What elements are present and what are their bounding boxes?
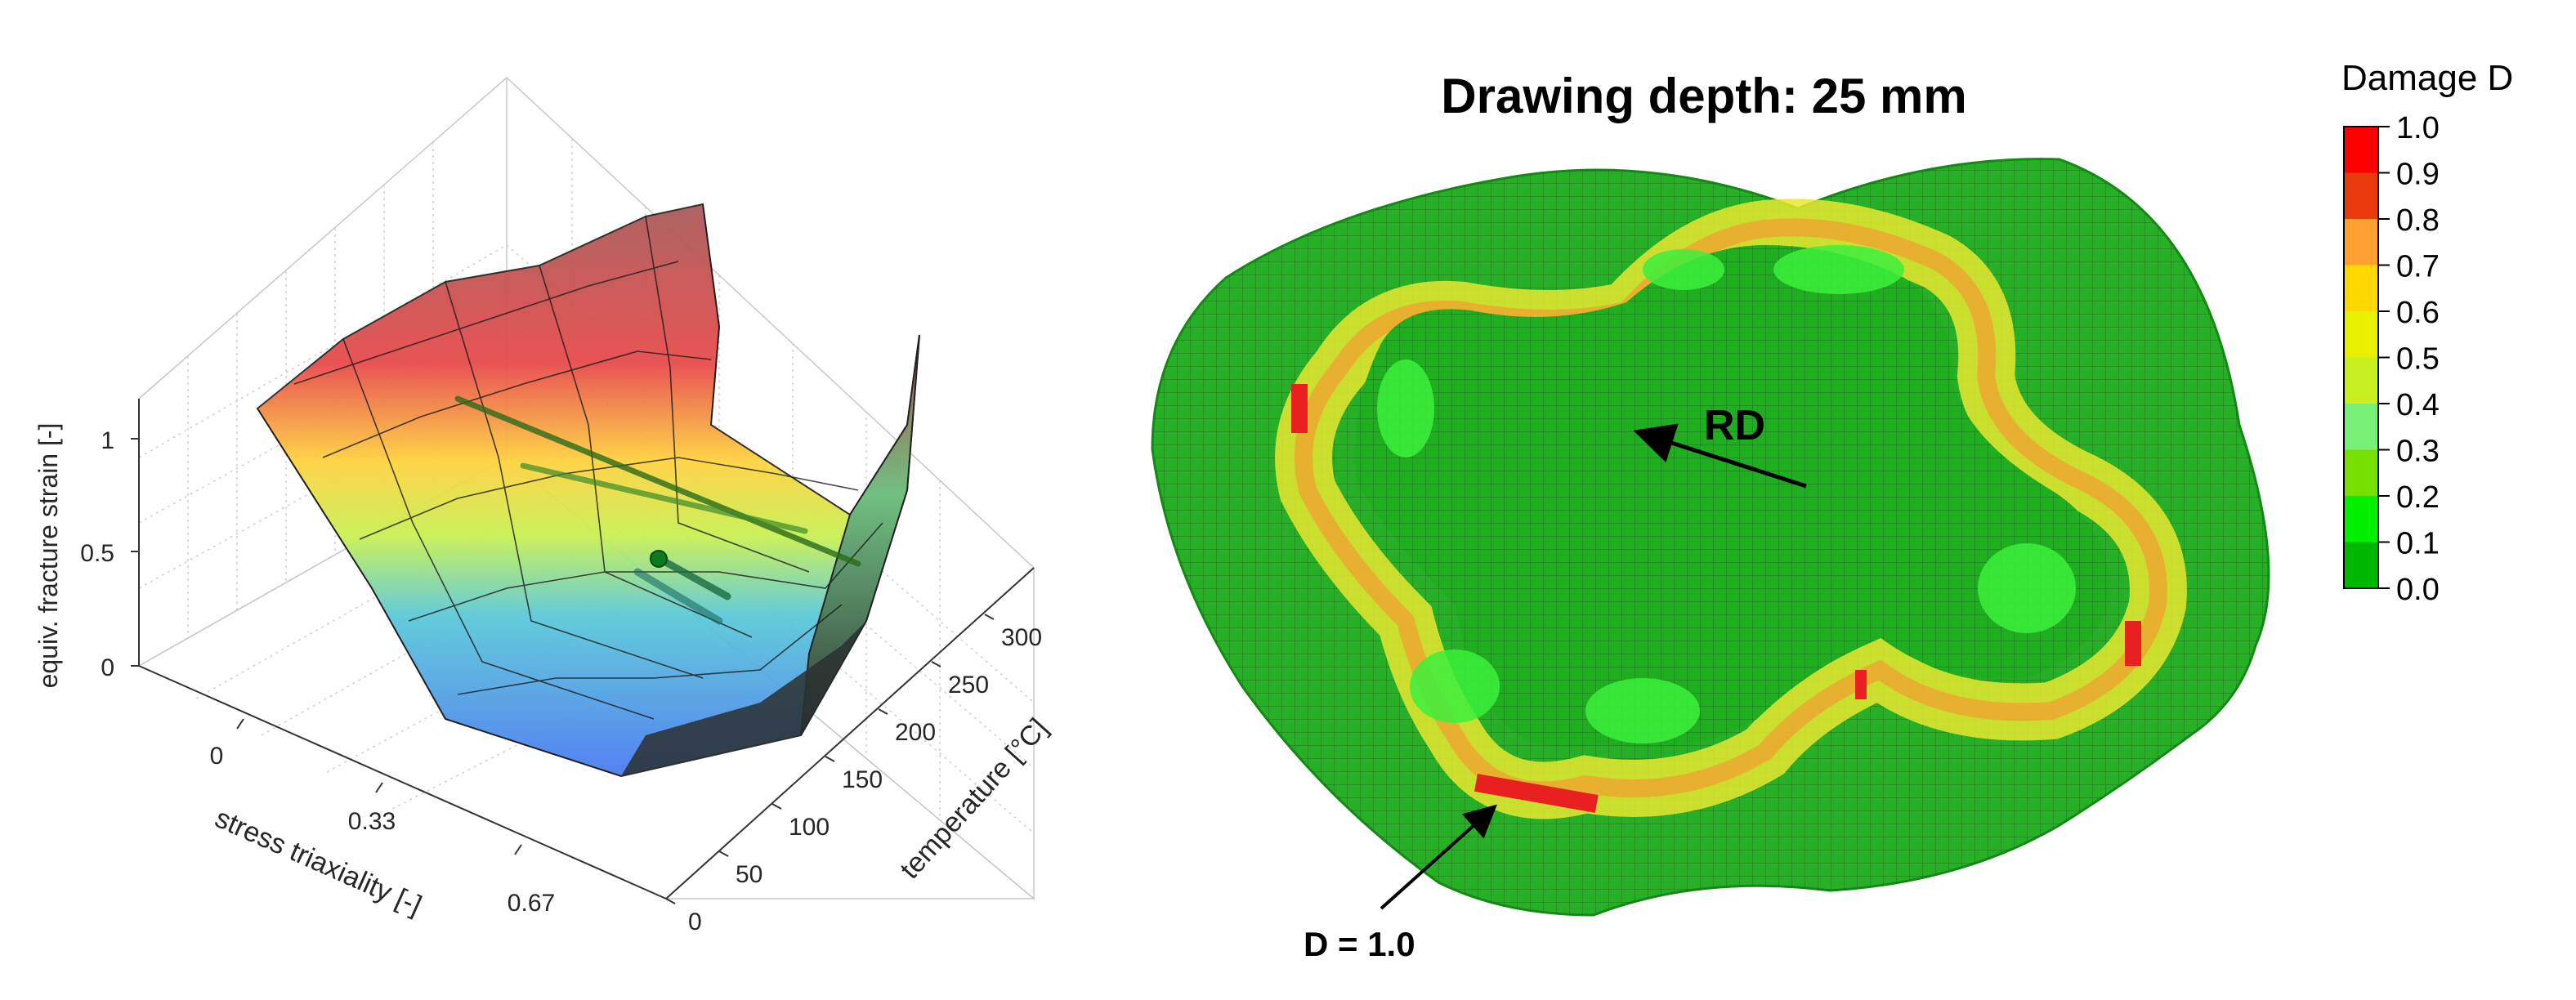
colorbar-swatch-9 xyxy=(2344,542,2378,588)
z-axis-label: equiv. fracture strain [-] xyxy=(34,423,63,689)
colorbar-swatch-6 xyxy=(2344,404,2378,450)
fracture-strain-surface xyxy=(256,203,920,778)
colorbar-swatches xyxy=(2343,126,2379,589)
y-tick-1: 50 xyxy=(736,861,763,888)
colorbar-swatch-8 xyxy=(2344,496,2378,542)
y-tick-6: 300 xyxy=(1001,624,1042,651)
x-tick-0: 0 xyxy=(210,743,224,770)
d-label: D = 1.0 xyxy=(1304,925,1415,963)
colorbar-labels: 1.0 0.9 0.8 0.7 0.6 0.5 0.4 0.3 0.2 0.1 0.0 xyxy=(2378,111,2440,607)
z-tick-0: 0 xyxy=(101,654,114,681)
low-damage-patches xyxy=(1377,245,2076,743)
x-tick-2: 0.67 xyxy=(508,890,555,917)
colorbar-swatch-5 xyxy=(2344,357,2378,404)
y-tick-3: 150 xyxy=(842,766,883,793)
y-tick-0: 0 xyxy=(688,908,702,935)
colorbar-label-10: 0.0 xyxy=(2396,573,2440,607)
colorbar-label-7: 0.3 xyxy=(2396,435,2440,469)
z-tick-2: 1 xyxy=(101,427,114,454)
colorbar-swatch-0 xyxy=(2344,127,2378,173)
colorbar-swatch-3 xyxy=(2344,265,2378,311)
damage-colorbar: Damage D 1.0 0.9 0.8 0.7 0.6 0.5 0.4 0.3 0.2 0.1 0… xyxy=(2341,58,2513,607)
colorbar-label-3: 0.7 xyxy=(2396,250,2440,284)
y-tick-4: 200 xyxy=(895,719,936,746)
colorbar-label-5: 0.5 xyxy=(2396,342,2440,377)
fracture-surface-plot: 0 0.5 1 equiv. fracture strain [-] 0 0.3… xyxy=(34,76,1054,935)
colorbar-label-1: 0.9 xyxy=(2396,158,2440,192)
loading-path-marker xyxy=(650,550,668,568)
y-tick-2: 100 xyxy=(789,814,830,841)
colorbar-swatch-1 xyxy=(2344,172,2378,219)
colorbar-swatch-7 xyxy=(2344,449,2378,496)
colorbar-label-4: 0.6 xyxy=(2396,296,2440,330)
x-tick-1: 0.33 xyxy=(348,808,396,835)
colorbar-swatch-4 xyxy=(2344,311,2378,358)
plot-title: Drawing depth: 25 mm xyxy=(1441,69,1966,123)
colorbar-label-2: 0.8 xyxy=(2396,203,2440,238)
colorbar-label-9: 0.1 xyxy=(2396,527,2440,561)
rd-arrow xyxy=(1633,423,1807,489)
colorbar-title: Damage D xyxy=(2341,58,2513,98)
z-tick-1: 0.5 xyxy=(80,540,114,567)
d-arrow xyxy=(1380,804,1497,910)
rd-label: RD xyxy=(1704,402,1765,449)
colorbar-swatch-2 xyxy=(2344,219,2378,266)
deformed-blank-plot: Drawing depth: 25 mm RD xyxy=(1151,69,2270,963)
y-tick-5: 250 xyxy=(948,672,989,699)
high-damage-spots xyxy=(1291,384,2141,813)
colorbar-label-6: 0.4 xyxy=(2396,388,2440,422)
colorbar-label-0: 1.0 xyxy=(2396,111,2440,145)
colorbar-label-8: 0.2 xyxy=(2396,480,2440,515)
